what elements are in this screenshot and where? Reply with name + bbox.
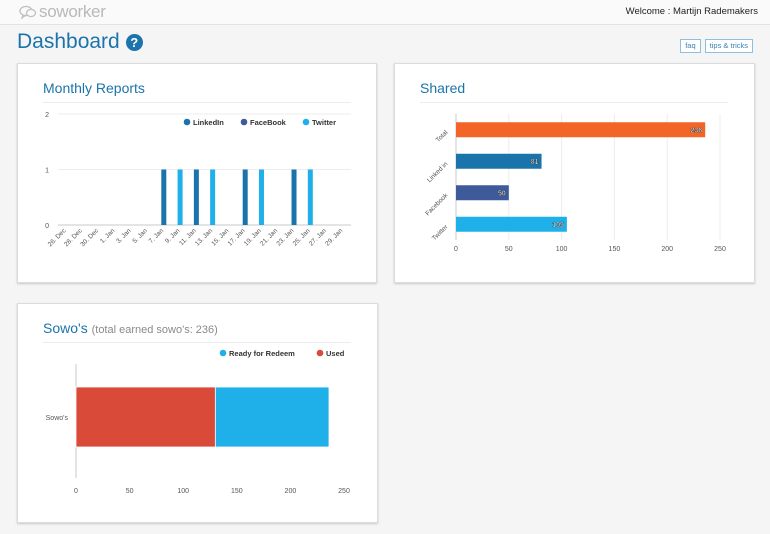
x-tick-label: 29. Jan — [324, 227, 344, 247]
data-label: 50 — [498, 190, 506, 197]
legend-label: Ready for Redeem — [229, 349, 295, 358]
sowos-title: Sowo's (total earned sowo's: 236) — [43, 320, 218, 336]
legend-marker — [302, 118, 310, 126]
bar-twitter — [258, 169, 264, 225]
card-divider — [43, 342, 351, 343]
bar-linked-in — [456, 153, 542, 169]
bar-facebook — [456, 185, 509, 201]
y-tick-label: Total — [435, 129, 450, 144]
bar-ready-for-redeem — [214, 386, 330, 448]
x-tick-label: 250 — [338, 488, 350, 495]
x-tick-label: 100 — [177, 488, 189, 495]
legend-label: LinkedIn — [193, 118, 224, 127]
x-tick-label: 30. Dec — [79, 227, 100, 248]
legend-label: FaceBook — [250, 118, 287, 127]
y-tick-label: 0 — [45, 223, 49, 230]
monthly-reports-title: Monthly Reports — [43, 80, 145, 96]
shared-title: Shared — [420, 80, 466, 96]
bar-linkedin — [161, 169, 167, 225]
sowos-card: Sowo's (total earned sowo's: 236) 0 50 100… — [17, 303, 378, 523]
x-tick-label: 7. Jan — [148, 227, 166, 245]
welcome-text: Welcome : Martijn Rademakers — [625, 6, 758, 17]
x-tick-label: 5. Jan — [131, 227, 149, 245]
x-tick-label: 100 — [556, 246, 568, 253]
x-tick-label: 0 — [454, 246, 458, 253]
x-tick-label: 3. Jan — [115, 227, 133, 245]
bar-total — [456, 122, 706, 138]
x-tick-label: 1. Jan — [99, 227, 117, 245]
data-label: 105 — [552, 222, 564, 229]
bar-twitter — [307, 169, 313, 225]
monthly-reports-card: Monthly Reports 0 1 2 26. Dec 28. Dec 30. Dec… — [17, 63, 377, 283]
soworker-logo[interactable]: soworker — [19, 2, 106, 22]
page-title: Dashboard — [17, 30, 120, 53]
logo-text: soworker — [39, 2, 106, 21]
legend-label: Used — [326, 349, 345, 358]
legend-marker — [183, 118, 191, 126]
x-tick-label: 150 — [609, 246, 621, 253]
x-tick-label: 200 — [285, 488, 297, 495]
faq-button[interactable]: faq — [680, 39, 701, 53]
x-tick-label: 50 — [505, 246, 513, 253]
sowos-total-earned: (total earned sowo's: 236) — [91, 324, 218, 336]
sowos-chart: 0 50 100 150 200 250 Sowo's Ready for Redeem Use… — [46, 349, 350, 495]
x-tick-label: 200 — [661, 246, 673, 253]
bar-twitter — [456, 216, 567, 232]
top-bar: soworker Welcome : Martijn Rademakers — [0, 0, 770, 25]
bar-twitter — [177, 169, 183, 225]
data-label: 81 — [531, 159, 539, 166]
page-title-row: Dashboard ? — [17, 30, 143, 54]
data-label: 236 — [691, 127, 703, 134]
bar-linkedin — [193, 169, 199, 225]
x-tick-label: 250 — [714, 246, 726, 253]
y-tick-label: 2 — [45, 112, 49, 119]
x-tick-label: 50 — [126, 488, 134, 495]
y-tick-label: 1 — [45, 168, 49, 175]
tips-and-tricks-button[interactable]: tips & tricks — [704, 39, 753, 53]
bar-linkedin — [291, 169, 297, 225]
top-buttons: faq tips & tricks — [680, 39, 753, 53]
legend-marker — [240, 118, 248, 126]
legend-marker — [316, 349, 324, 357]
x-tick-label: 0 — [74, 488, 78, 495]
y-tick-label: Twitter — [431, 223, 450, 242]
card-divider — [420, 102, 728, 103]
y-tick-label: Sowo's — [46, 415, 69, 422]
y-tick-label: Linked in — [426, 160, 450, 184]
legend-marker — [219, 349, 227, 357]
card-divider — [43, 102, 351, 103]
bar-used — [75, 386, 216, 448]
sowos-title-main: Sowo's — [43, 320, 88, 336]
legend-label: Twitter — [312, 118, 336, 127]
bar-linkedin — [242, 169, 248, 225]
shared-card: Shared 0 50 100 150 200 250 236 Total 81 Linked i… — [394, 63, 755, 283]
help-icon[interactable]: ? — [125, 33, 143, 51]
x-tick-label: 150 — [231, 488, 243, 495]
speech-bubbles-icon — [19, 5, 37, 20]
shared-chart: 0 50 100 150 200 250 236 Total 81 Linked in 50 Face… — [424, 114, 726, 253]
bar-twitter — [210, 169, 216, 225]
y-tick-label: Facebook — [424, 192, 450, 218]
